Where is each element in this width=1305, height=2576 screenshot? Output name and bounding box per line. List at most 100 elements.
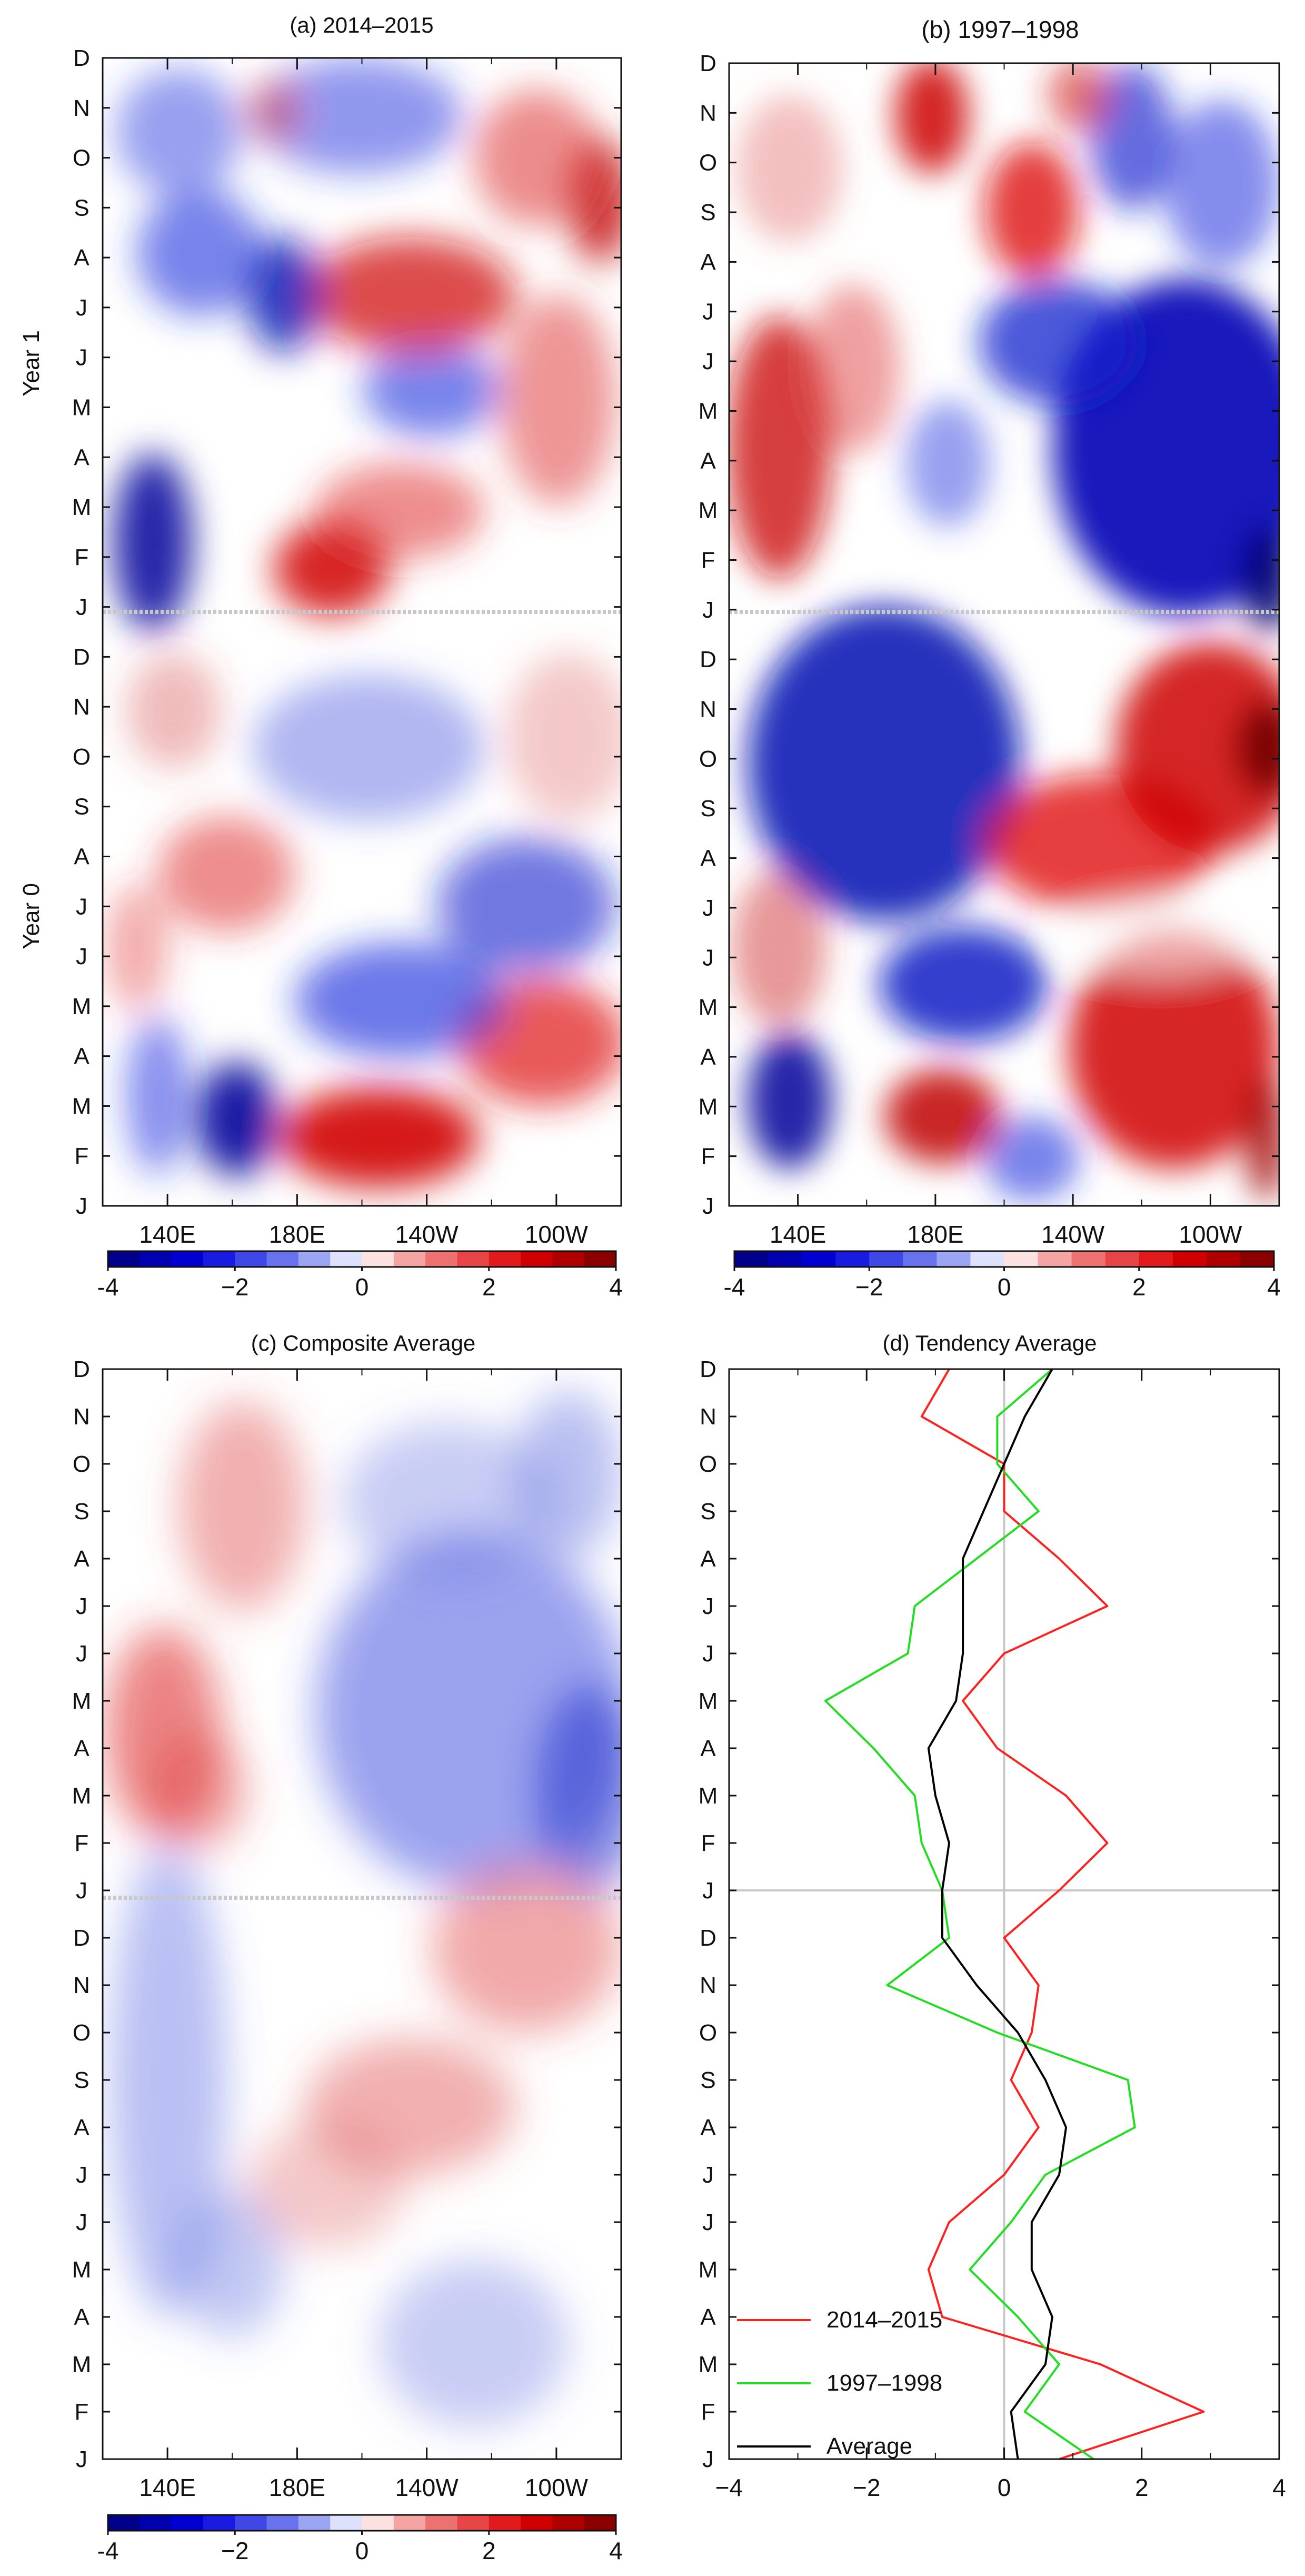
month-label: J — [702, 1593, 714, 1619]
x-tick-label: 140W — [1041, 1221, 1105, 1248]
month-label: F — [701, 2399, 715, 2425]
month-label: A — [74, 444, 89, 470]
colorbar-tick-label: 0 — [998, 1273, 1011, 1301]
heatmap-blob — [126, 1016, 190, 1174]
colorbar-tick-label: 2 — [482, 1273, 496, 1301]
colorbar-tick-label: −2 — [855, 1273, 883, 1301]
heatmap-blob — [1090, 63, 1174, 211]
panel-a-colorbar: -4 −2 0 2 4 — [97, 1250, 623, 1301]
month-label: N — [73, 694, 90, 720]
panel-b-heatmap — [729, 63, 1279, 1206]
colorbar-bin — [425, 1251, 458, 1267]
month-label: A — [74, 844, 89, 870]
colorbar-bin — [393, 2515, 426, 2531]
month-label: F — [75, 1830, 89, 1856]
panel-c-ticks — [103, 1368, 621, 2460]
month-label: M — [72, 994, 92, 1019]
month-label: J — [76, 2446, 87, 2472]
heatmap-blob — [379, 2259, 569, 2428]
month-label: D — [700, 1925, 716, 1951]
heatmap-blob — [474, 90, 600, 226]
month-label: J — [702, 2210, 714, 2235]
month-label: O — [73, 2020, 91, 2046]
heatmap-blob — [500, 295, 616, 506]
colorbar-bin — [869, 1251, 903, 1267]
colorbar-bin — [835, 1251, 870, 1267]
heatmap-blob — [295, 943, 505, 1058]
colorbar-bin — [298, 2515, 331, 2531]
month-label: A — [74, 1546, 89, 1572]
month-label: A — [700, 2115, 716, 2141]
month-label: J — [702, 597, 714, 623]
month-label: M — [72, 494, 92, 520]
month-label: J — [76, 345, 87, 371]
colorbar-bin — [1071, 1251, 1106, 1267]
panel-d-series — [824, 1368, 1205, 2460]
month-label: M — [72, 1093, 92, 1119]
month-label: A — [74, 2115, 89, 2141]
x-tick-label: 140E — [139, 1221, 195, 1248]
colorbar-bin — [1240, 1251, 1274, 1267]
month-label: J — [76, 2210, 87, 2235]
colorbar-bin — [937, 1251, 971, 1267]
colorbar-tick-label: −2 — [221, 2537, 248, 2564]
colorbar-tick-label: -4 — [724, 1273, 745, 1301]
panel-c-x-ticks: 140E 180E 140W 100W — [139, 1369, 622, 2501]
heatmap-blob — [732, 869, 826, 1027]
heatmap-blob — [1116, 642, 1279, 853]
colorbar-bin — [521, 2515, 553, 2531]
x-tick-label: 100W — [1179, 1221, 1242, 1248]
month-label: M — [72, 2352, 92, 2377]
heatmap-blob — [984, 1116, 1079, 1201]
heatmap-blob — [247, 2122, 405, 2248]
heatmap-blob — [895, 63, 969, 174]
month-label: N — [700, 100, 716, 126]
x-tick-label: 0 — [998, 2474, 1011, 2501]
month-label: D — [73, 644, 90, 670]
heatmap-blob — [247, 237, 321, 353]
month-label: M — [699, 398, 718, 424]
month-label: D — [700, 647, 716, 672]
month-label: A — [700, 846, 716, 871]
month-label: M — [72, 1688, 92, 1714]
colorbar-bin — [362, 1251, 394, 1267]
colorbar-bin — [802, 1251, 836, 1267]
colorbar-bin — [266, 1251, 299, 1267]
month-label: J — [702, 349, 714, 374]
heatmap-blob — [1237, 700, 1279, 795]
colorbar-bin — [108, 1251, 140, 1267]
heatmap-blob — [737, 95, 842, 242]
colorbar-bin — [266, 2515, 299, 2531]
x-tick-label: 140W — [395, 1221, 459, 1248]
month-label: N — [73, 1404, 90, 1430]
month-label: A — [74, 245, 89, 271]
panel-c-title: (c) Composite Average — [251, 1331, 475, 1355]
x-tick-label: 180E — [907, 1221, 963, 1248]
month-label: M — [72, 1783, 92, 1809]
colorbar-tick-label: 0 — [355, 1273, 369, 1301]
heatmap-blob — [113, 453, 192, 632]
month-label: A — [700, 448, 716, 474]
month-label: O — [73, 744, 91, 770]
heatmap-blob — [253, 674, 484, 821]
colorbar-bin — [734, 1251, 769, 1267]
month-label: J — [76, 1193, 87, 1219]
month-label: A — [700, 2304, 716, 2330]
month-label: M — [699, 1688, 718, 1714]
month-label: S — [74, 195, 89, 221]
heatmap-blob — [905, 400, 990, 527]
colorbar-bin — [203, 1251, 235, 1267]
heatmap-blob — [197, 1061, 276, 1177]
heatmap-blob — [748, 1032, 832, 1169]
colorbar-bin — [584, 2515, 616, 2531]
colorbar-bin — [1139, 1251, 1173, 1267]
heatmap-blob — [1163, 100, 1279, 269]
heatmap-blob — [879, 927, 1048, 1043]
month-label: S — [700, 2067, 715, 2093]
heatmap-blob — [505, 653, 621, 821]
heatmap-blob — [437, 837, 616, 974]
